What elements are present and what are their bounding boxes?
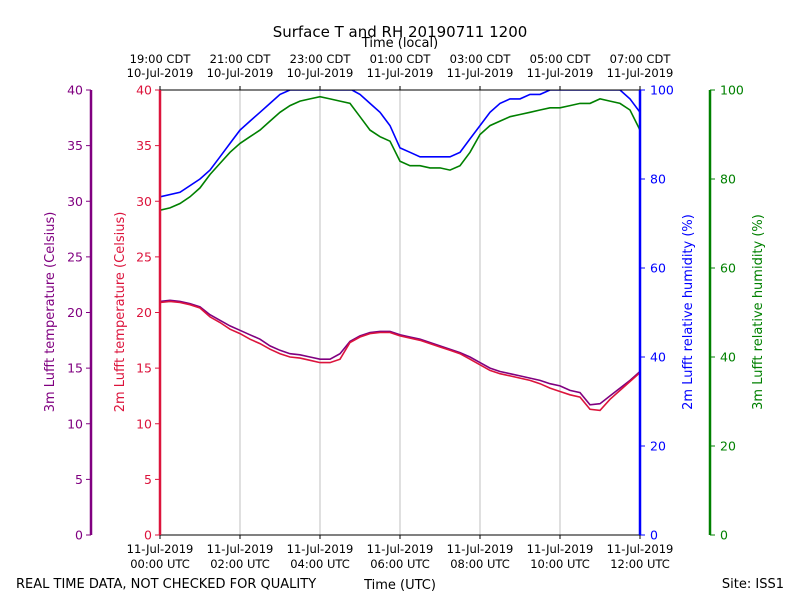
- utc-tick-date: 11-Jul-2019: [367, 542, 434, 556]
- utc-tick-date: 11-Jul-2019: [607, 542, 674, 556]
- rh2m-tick-label: 60: [650, 261, 666, 276]
- local-tick-date: 10-Jul-2019: [287, 66, 354, 80]
- utc-tick-time: 04:00 UTC: [290, 557, 350, 571]
- rh2m-tick-label: 80: [650, 172, 666, 187]
- local-tick-date: 11-Jul-2019: [527, 66, 594, 80]
- t2m-series-line: [160, 300, 640, 412]
- grid-lines: [239, 90, 561, 535]
- t3m-tick-label: 0: [75, 528, 83, 543]
- local-tick-date: 11-Jul-2019: [447, 66, 514, 80]
- t3m-tick-label: 20: [67, 305, 83, 320]
- utc-tick-date: 11-Jul-2019: [447, 542, 514, 556]
- local-tick-time: 19:00 CDT: [130, 52, 192, 66]
- t3m-tick-label: 30: [67, 194, 83, 209]
- local-tick-time: 23:00 CDT: [290, 52, 352, 66]
- local-tick-date: 10-Jul-2019: [207, 66, 274, 80]
- local-tick-time: 05:00 CDT: [530, 52, 592, 66]
- t2m-tick-label: 30: [136, 194, 152, 209]
- t3m-tick-label: 25: [67, 249, 83, 264]
- t2m-tick-label: 5: [144, 472, 152, 487]
- t2m-tick-label: 35: [136, 138, 152, 153]
- local-tick-date: 10-Jul-2019: [127, 66, 194, 80]
- local-tick-time: 07:00 CDT: [610, 52, 672, 66]
- rh3m-tick-label: 0: [720, 528, 728, 543]
- t2m-tick-label: 40: [136, 83, 152, 98]
- rh2m-series-line: [160, 90, 640, 198]
- rh2m-tick-label: 20: [650, 439, 666, 454]
- local-tick-time: 01:00 CDT: [370, 52, 432, 66]
- utc-tick-time: 06:00 UTC: [370, 557, 430, 571]
- chart-title: Surface T and RH 20190711 1200: [273, 23, 528, 41]
- ticks: 0 5 10 15 20 25 30 35 40 0 5 10 15 20 25 30 35 40 0 20 40 60 8…: [67, 52, 744, 571]
- t2m-tick-label: 25: [136, 249, 152, 264]
- rh3m-tick-label: 60: [720, 261, 736, 276]
- rh3m-tick-label: 20: [720, 439, 736, 454]
- local-tick-time: 21:00 CDT: [210, 52, 272, 66]
- t3m-tick-label: 35: [67, 138, 83, 153]
- axes: [89, 89, 712, 536]
- t3m-tick-label: 40: [67, 83, 83, 98]
- rh3m-tick-label: 80: [720, 172, 736, 187]
- utc-tick-date: 11-Jul-2019: [287, 542, 354, 556]
- t3m-tick-label: 5: [75, 472, 83, 487]
- rh3m-tick-label: 40: [720, 350, 736, 365]
- t2m-tick-label: 10: [136, 416, 152, 431]
- top-axis-label: Time (local): [361, 36, 438, 51]
- local-tick-date: 11-Jul-2019: [607, 66, 674, 80]
- rh2m-axis-label: 2m Lufft relative humidity (%): [681, 214, 696, 410]
- rh2m-tick-label: 0: [650, 528, 658, 543]
- local-tick-time: 03:00 CDT: [450, 52, 512, 66]
- rh3m-series-line: [160, 95, 640, 211]
- utc-tick-time: 02:00 UTC: [210, 557, 270, 571]
- t2m-tick-label: 15: [136, 361, 152, 376]
- t3m-tick-label: 15: [67, 361, 83, 376]
- utc-tick-time: 10:00 UTC: [530, 557, 590, 571]
- utc-tick-time: 12:00 UTC: [610, 557, 670, 571]
- utc-tick-time: 08:00 UTC: [450, 557, 510, 571]
- utc-tick-date: 11-Jul-2019: [127, 542, 194, 556]
- local-tick-date: 11-Jul-2019: [367, 66, 434, 80]
- utc-tick-date: 11-Jul-2019: [527, 542, 594, 556]
- utc-tick-date: 11-Jul-2019: [207, 542, 274, 556]
- rh2m-tick-label: 100: [650, 83, 674, 98]
- rh3m-axis-label: 3m Lufft relative humidity (%): [751, 214, 766, 410]
- rh3m-tick-label: 100: [720, 83, 744, 98]
- t2m-axis-label: 2m Lufft temperature (Celsius): [113, 212, 128, 413]
- rh2m-tick-label: 40: [650, 350, 666, 365]
- t2m-tick-label: 0: [144, 528, 152, 543]
- t3m-tick-label: 10: [67, 416, 83, 431]
- series-lines: [160, 90, 640, 412]
- quality-notice: REAL TIME DATA, NOT CHECKED FOR QUALITY: [16, 577, 316, 592]
- x-axis-label: Time (UTC): [363, 578, 436, 593]
- site-label: Site: ISS1: [722, 577, 784, 592]
- utc-tick-time: 00:00 UTC: [130, 557, 190, 571]
- t3m-axis-label: 3m Lufft temperature (Celsius): [43, 212, 58, 413]
- t2m-tick-label: 20: [136, 305, 152, 320]
- t3m-series-line: [160, 299, 640, 406]
